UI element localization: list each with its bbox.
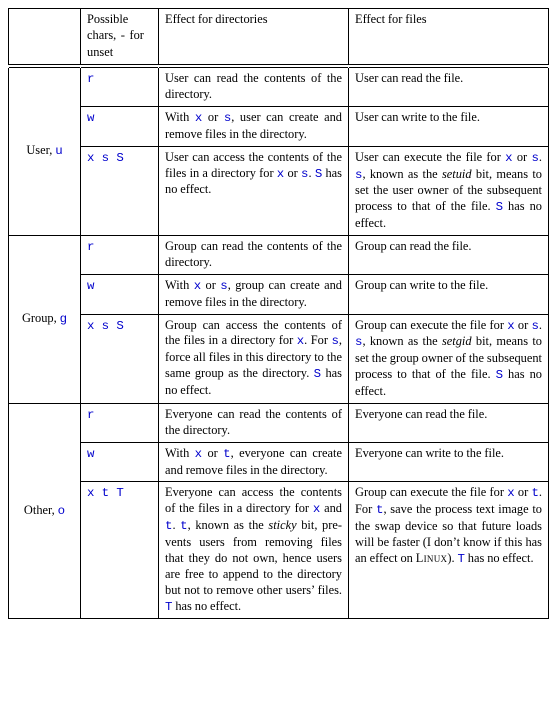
effect-dir-cell: With x or s, group can cre­ate and remov…: [159, 274, 349, 314]
effect-dir-cell: User can read the contents of the direct…: [159, 68, 349, 107]
effect-dir-cell: Everyone can read the con­tents of the d…: [159, 403, 349, 442]
effect-dir-cell: With x or s, user can create and remove …: [159, 106, 349, 146]
chars-cell: x s S: [81, 146, 159, 235]
effect-file-cell: User can execute the file for x or s. s,…: [349, 146, 549, 235]
permissions-table: Possible chars, - for unsetEffect for di…: [8, 8, 549, 619]
header-effect-files: Effect for files: [349, 9, 549, 65]
effect-file-cell: User can read the file.: [349, 68, 549, 107]
effect-file-cell: Group can execute the file for x or t. F…: [349, 482, 549, 619]
chars-cell: x t T: [81, 482, 159, 619]
header-possible-chars: Possible chars, - for unset: [81, 9, 159, 65]
effect-file-cell: Group can write to the file.: [349, 274, 549, 314]
effect-dir-cell: Everyone can access the contents of the …: [159, 482, 349, 619]
effect-file-cell: Group can read the file.: [349, 236, 549, 275]
effect-file-cell: Everyone can write to the file.: [349, 442, 549, 482]
chars-cell: w: [81, 442, 159, 482]
effect-file-cell: Group can execute the file for x or s. s…: [349, 314, 549, 403]
effect-dir-cell: Group can access the con­tents of the fi…: [159, 314, 349, 403]
chars-cell: r: [81, 403, 159, 442]
effect-dir-cell: User can access the contents of the file…: [159, 146, 349, 235]
chars-cell: w: [81, 274, 159, 314]
effect-file-cell: Everyone can read the file.: [349, 403, 549, 442]
effect-dir-cell: Group can read the contents of the direc…: [159, 236, 349, 275]
chars-cell: r: [81, 68, 159, 107]
chars-cell: x s S: [81, 314, 159, 403]
header-effect-dirs: Effect for directories: [159, 9, 349, 65]
effect-dir-cell: With x or t, everyone can create and rem…: [159, 442, 349, 482]
section-label: User, u: [9, 68, 81, 236]
section-label: Group, g: [9, 236, 81, 404]
section-label: Other, o: [9, 403, 81, 619]
effect-file-cell: User can write to the file.: [349, 106, 549, 146]
chars-cell: w: [81, 106, 159, 146]
chars-cell: r: [81, 236, 159, 275]
